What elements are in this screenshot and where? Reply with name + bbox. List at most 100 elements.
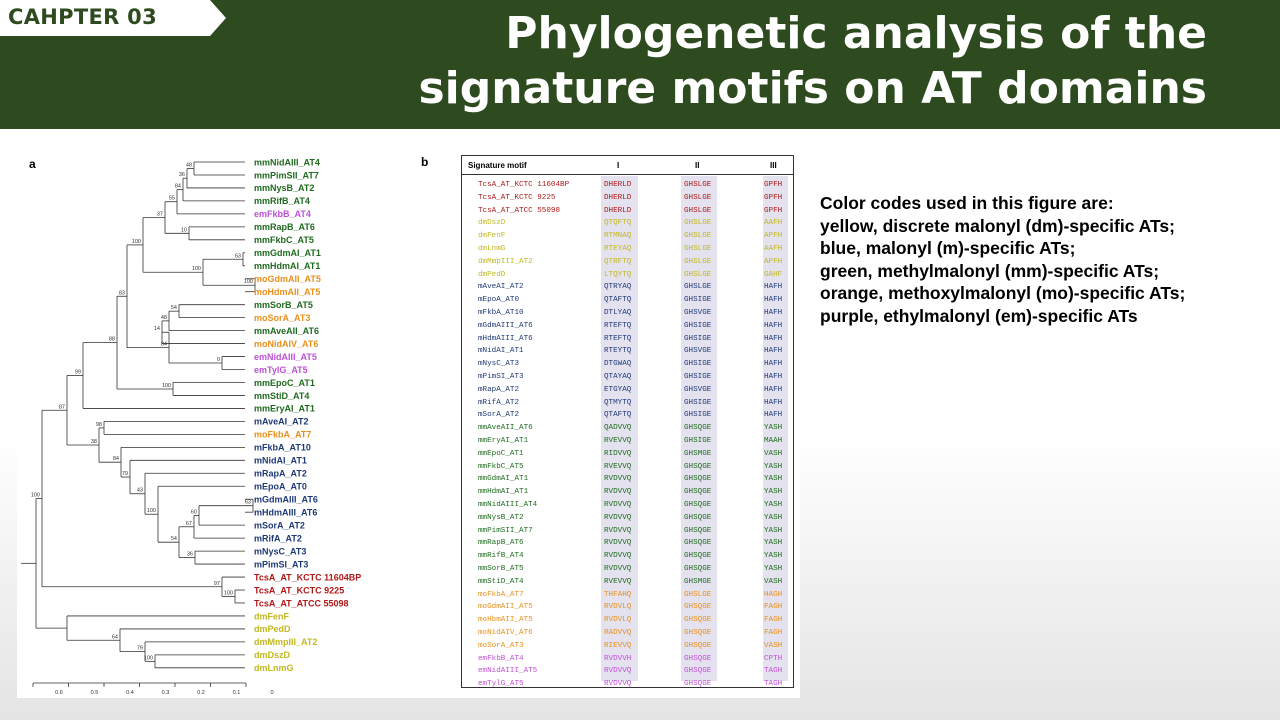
table-row: mEpoA_AT0 QTAFTQ GHSIGE HAFH: [462, 294, 793, 307]
table-row: dmMmpIII_AT2 QTRFTQ GHSLGE APFH: [462, 256, 793, 269]
table-row: moNidAIV_AT6 RADVVQ GHSQGE FAGH: [462, 627, 793, 640]
row-motif-m2: GHSQGE: [684, 565, 712, 573]
row-at-name: dmLnmG: [478, 245, 506, 253]
tree-leaf-label: mmAveAII_AT6: [254, 326, 319, 336]
row-motif-m3: HAFH: [764, 283, 783, 292]
table-row: mRapA_AT2 ETGYAQ GHSVGE HAFH: [462, 384, 793, 397]
title-line-1: Phylogenetic analysis of the: [505, 8, 1207, 59]
row-motif-m2: GHSIGE: [684, 411, 712, 420]
row-at-name: mNysC_AT3: [478, 360, 520, 369]
row-motif-m3: GPFH: [764, 193, 783, 202]
legend-line-6: purple, ethylmalonyl (em)-specific ATs: [820, 305, 1138, 326]
tree-leaf-label: emTylG_AT5: [254, 365, 308, 375]
bootstrap-value: 63: [235, 253, 241, 259]
row-motif-m3: AAFH: [764, 219, 783, 228]
table-row: mHdmAIII_AT6 RTEFTQ GHSIGE HAFH: [462, 333, 793, 346]
row-at-name: mHdmAIII_AT6: [478, 334, 533, 343]
row-motif-m1: LTQYTQ: [604, 270, 632, 279]
table-row: dmPedD LTQYTQ GHSLGE GAHF: [462, 269, 793, 282]
legend-line-2: yellow, discrete malonyl (dm)-specific A…: [820, 215, 1175, 236]
tree-leaf-label: mmRifB_AT4: [254, 196, 310, 206]
row-motif-m2: GHSIGE: [684, 398, 712, 407]
legend-line-3: blue, malonyl (m)-specific ATs;: [820, 238, 1076, 258]
row-motif-m1: QTAFTQ: [604, 411, 632, 420]
bootstrap-value: 84: [113, 456, 119, 462]
row-at-name: mmRifB_AT4: [478, 552, 524, 561]
row-motif-m2: GHSLGE: [684, 283, 712, 292]
row-motif-m2: GHSLGE: [684, 590, 712, 599]
table-row: mmPimSII_AT7 RVDVVQ GHSQGE YASH: [462, 525, 793, 538]
tree-leaf-label: mmNysB_AT2: [254, 183, 314, 193]
row-motif-m2: GHSLGE: [684, 245, 712, 253]
row-motif-m1: RTEFTQ: [604, 334, 632, 343]
row-at-name: mmGdmAI_AT1: [478, 475, 529, 484]
row-motif-m3: HAFH: [764, 373, 783, 381]
row-motif-m3: YASH: [764, 565, 783, 573]
row-motif-m2: GHSMGE: [684, 577, 712, 586]
table-row: mSorA_AT2 QTAFTQ GHSIGE HAFH: [462, 409, 793, 422]
scale-tick-label: 0.6: [55, 690, 63, 696]
bootstrap-value: 99: [75, 370, 81, 376]
row-motif-m1: RVDVVQ: [604, 513, 632, 522]
table-row: moHbmAII_AT5 RVDVLQ GHSQGE FAGH: [462, 614, 793, 627]
panel-b-label: b: [421, 155, 429, 169]
row-motif-m2: GHSQGE: [684, 513, 712, 522]
header-motif-II: II: [695, 161, 700, 170]
table-header: Signature motif I II III: [462, 156, 793, 175]
row-motif-m3: YASH: [764, 475, 783, 484]
row-motif-m1: RVEVVQ: [604, 577, 632, 586]
table-row: mNysC_AT3 DTGWAQ GHSIGE HAFH: [462, 358, 793, 371]
tree-leaf-label: mmFkbC_AT5: [254, 235, 314, 245]
row-motif-m2: GHSIGE: [684, 360, 712, 369]
row-at-name: mmStiD_AT4: [478, 577, 524, 586]
row-motif-m1: RVDVVQ: [604, 667, 632, 676]
row-motif-m1: RTEFTQ: [604, 321, 632, 330]
table-row: mRifA_AT2 QTMYTQ GHSIGE HAFH: [462, 397, 793, 410]
row-motif-m2: GHSQGE: [684, 552, 712, 561]
row-motif-m1: QTMYTQ: [604, 398, 632, 407]
row-at-name: moNidAIV_AT6: [478, 629, 533, 637]
bootstrap-value: 63: [245, 500, 251, 506]
tree-leaf-label: moNidAIV_AT6: [254, 339, 318, 349]
tree-leaf-label: dmFenF: [254, 611, 290, 621]
tree-leaf-label: mmSorB_AT5: [254, 300, 313, 310]
row-at-name: emTylG_AT5: [478, 680, 524, 689]
row-motif-m2: GHSLGE: [684, 270, 712, 279]
table-row: mmHdmAI_AT1 RVDVVQ GHSQGE YASH: [462, 486, 793, 499]
tree-leaf-label: mmNidAIII_AT4: [254, 157, 320, 167]
tree-leaf-label: moFkbA_AT7: [254, 430, 311, 440]
tree-leaf-label: mAveAI_AT2: [254, 417, 309, 427]
scale-tick-label: 0.2: [197, 690, 205, 696]
scale-tick-label: 0.5: [91, 690, 99, 696]
row-motif-m3: AAFH: [764, 245, 783, 253]
row-motif-m2: GHSIGE: [684, 437, 712, 445]
row-at-name: mmHdmAI_AT1: [478, 488, 529, 497]
table-row: mmEryAI_AT1 RVEVVQ GHSIGE MAAH: [462, 435, 793, 448]
table-row: mNidAI_AT1 RTEYTQ GHSVGE HAFH: [462, 345, 793, 358]
table-row: mGdmAIII_AT6 RTEFTQ GHSIGE HAFH: [462, 320, 793, 333]
tree-leaf-label: mmPimSII_AT7: [254, 170, 319, 180]
row-motif-m3: YASH: [764, 501, 783, 509]
row-motif-m1: DHERLD: [604, 193, 632, 202]
tree-leaf-label: mSorA_AT2: [254, 520, 305, 530]
row-at-name: dmDszD: [478, 219, 506, 228]
tree-leaf-label: moGdmAII_AT5: [254, 274, 321, 284]
scale-tick-label: 0.4: [126, 690, 134, 696]
table-row: mAveAI_AT2 QTRYAQ GHSLGE HAFH: [462, 281, 793, 294]
row-at-name: mmSorB_AT5: [478, 565, 524, 573]
header-motif-I: I: [617, 161, 620, 170]
row-at-name: dmPedD: [478, 270, 506, 279]
row-motif-m2: GHSQGE: [684, 680, 712, 689]
row-at-name: dmFenF: [478, 232, 506, 241]
row-motif-m1: RTMNAQ: [604, 232, 632, 241]
row-motif-m1: QTAFTQ: [604, 296, 632, 305]
row-motif-m2: GHSQGE: [684, 641, 712, 650]
row-motif-m2: GHSIGE: [684, 373, 712, 381]
phylogenetic-tree: 4836845510376310010010054481408483100889…: [21, 157, 361, 696]
row-motif-m3: FAGH: [764, 603, 783, 612]
row-motif-m3: FAGH: [764, 629, 783, 637]
chapter-label: CAHPTER 03: [8, 5, 158, 29]
bootstrap-value: 100: [192, 266, 201, 272]
row-motif-m2: GHSIGE: [684, 296, 712, 305]
scale-tick-label: 0: [270, 690, 273, 696]
